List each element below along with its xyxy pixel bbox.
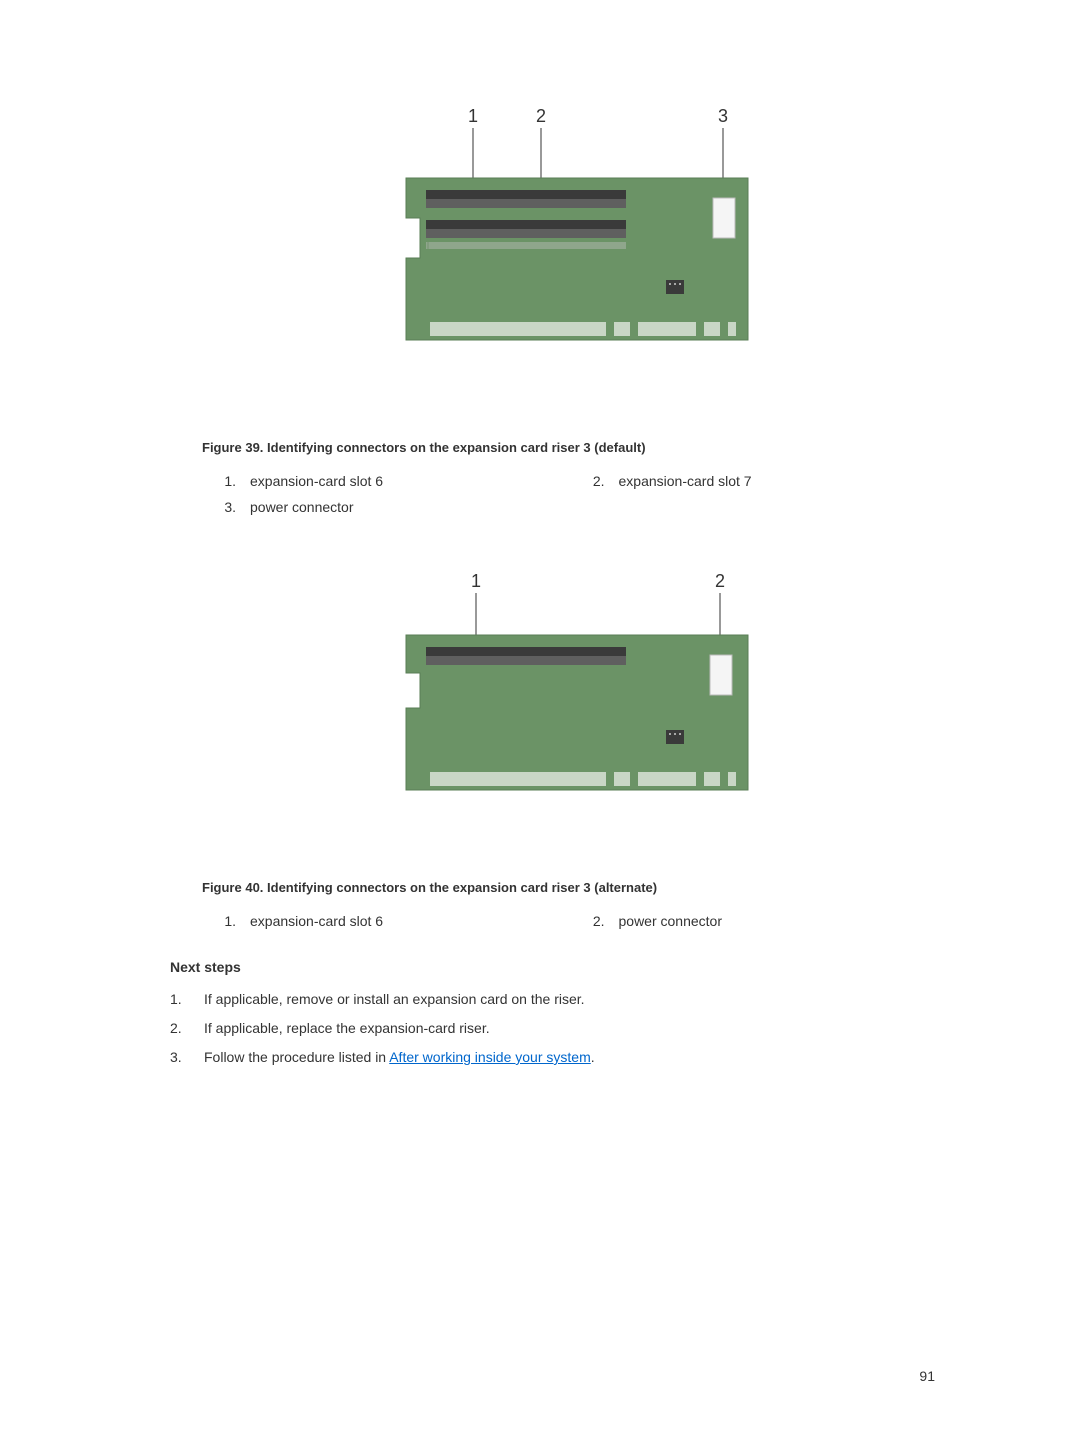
figure-39-diagram: 1 2 3 [170, 100, 935, 400]
step-num: 3. [170, 1047, 188, 1068]
riser3-alternate-svg: 1 2 [318, 565, 788, 840]
legend-text: expansion-card slot 7 [619, 473, 752, 489]
step-text-composite: Follow the procedure listed in After wor… [204, 1047, 595, 1068]
legend-num: 3. [218, 499, 236, 515]
edge-notch-4 [720, 772, 728, 786]
next-steps-list: 1. If applicable, remove or install an e… [170, 989, 935, 1068]
figure-39-caption: Figure 39. Identifying connectors on the… [170, 440, 935, 455]
edge-notch-2 [630, 772, 638, 786]
legend-text: expansion-card slot 6 [250, 473, 383, 489]
slot7-bottom [426, 229, 626, 238]
step-num: 1. [170, 989, 188, 1010]
edge-notch-1 [606, 322, 614, 336]
legend-num: 2. [587, 473, 605, 489]
edge-connector [430, 322, 736, 336]
small-ic [666, 730, 684, 744]
legend-item: 3. power connector [218, 499, 547, 515]
step-text: If applicable, remove or install an expa… [204, 989, 585, 1010]
pin-row [426, 242, 626, 249]
edge-notch-2 [630, 322, 638, 336]
step-item: 2. If applicable, replace the expansion-… [170, 1018, 935, 1039]
slot6-top [426, 190, 626, 199]
figure-40-caption: Figure 40. Identifying connectors on the… [170, 880, 935, 895]
legend-item: 1. expansion-card slot 6 [218, 913, 547, 929]
power-connector [710, 655, 732, 695]
step-text: If applicable, replace the expansion-car… [204, 1018, 490, 1039]
edge-notch-4 [720, 322, 728, 336]
callout-2-num: 2 [536, 106, 546, 126]
legend-num: 1. [218, 913, 236, 929]
callout-1-num: 1 [468, 106, 478, 126]
step-num: 2. [170, 1018, 188, 1039]
legend-item: 2. power connector [587, 913, 916, 929]
figure-39-legend: 1. expansion-card slot 6 2. expansion-ca… [170, 473, 935, 515]
step-prefix: Follow the procedure listed in [204, 1049, 389, 1065]
slot7-top [426, 220, 626, 229]
callout-2-num: 2 [715, 571, 725, 591]
step-item: 3. Follow the procedure listed in After … [170, 1047, 935, 1068]
legend-text: expansion-card slot 6 [250, 913, 383, 929]
legend-text: power connector [619, 913, 723, 929]
next-steps-heading: Next steps [170, 959, 935, 975]
power-connector [713, 198, 735, 238]
slot6-bottom [426, 199, 626, 208]
edge-notch-3 [696, 772, 704, 786]
edge-notch-3 [696, 322, 704, 336]
legend-item: 2. expansion-card slot 7 [587, 473, 916, 489]
legend-text: power connector [250, 499, 354, 515]
after-working-link[interactable]: After working inside your system [389, 1049, 591, 1065]
figure-40-diagram: 1 2 [170, 565, 935, 840]
edge-connector [430, 772, 736, 786]
callout-1-num: 1 [471, 571, 481, 591]
edge-notch-1 [606, 772, 614, 786]
legend-num: 2. [587, 913, 605, 929]
riser3-default-svg: 1 2 3 [318, 100, 788, 400]
step-suffix: . [591, 1049, 595, 1065]
small-ic [666, 280, 684, 294]
slot6-bottom [426, 656, 626, 665]
page-number: 91 [919, 1368, 935, 1384]
step-item: 1. If applicable, remove or install an e… [170, 989, 935, 1010]
figure-40-legend: 1. expansion-card slot 6 2. power connec… [170, 913, 935, 929]
legend-item: 1. expansion-card slot 6 [218, 473, 547, 489]
legend-num: 1. [218, 473, 236, 489]
callout-3-num: 3 [718, 106, 728, 126]
slot6-top [426, 647, 626, 656]
